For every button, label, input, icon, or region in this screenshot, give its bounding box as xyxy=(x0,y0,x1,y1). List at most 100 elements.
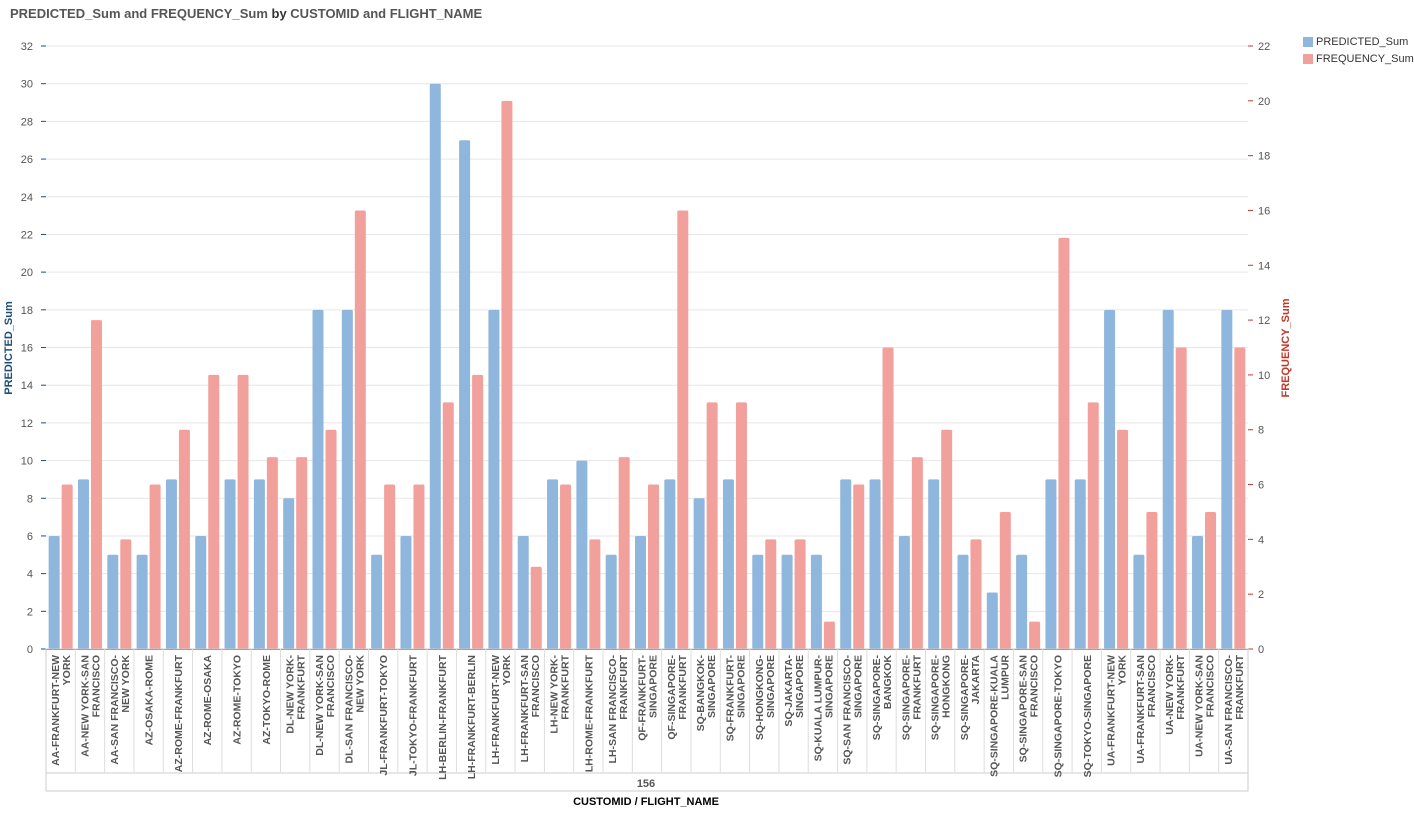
y-tick-left-label: 12 xyxy=(21,418,33,430)
x-tick-label: HONGKONG xyxy=(941,655,953,718)
bar-frequency xyxy=(706,402,718,649)
y-tick-left-label: 30 xyxy=(21,79,33,91)
x-label-frame xyxy=(45,648,1249,792)
x-tick-label: LH-FRANKFURT-BERLIN xyxy=(466,655,478,779)
x-tick-label: SQ-SINGAPORE- xyxy=(959,655,971,741)
x-tick-label: AZ-ROME-TOKYO xyxy=(232,655,244,745)
bar-predicted xyxy=(635,535,646,649)
y-tick-right-label: 6 xyxy=(1258,480,1264,492)
bar-frequency xyxy=(560,484,572,649)
x-tick-label: LH-SAN FRANCISCO- xyxy=(607,655,619,764)
x-tick-label: LH-FRANKFURT-NEW xyxy=(490,655,502,765)
bar-frequency xyxy=(735,402,747,649)
x-tick-label: FRANKFURT xyxy=(1234,654,1246,719)
x-tick-label: SQ-SINGAPORE- xyxy=(930,655,942,741)
y-tick-left-label: 26 xyxy=(21,154,33,166)
x-tick-label: YORK xyxy=(501,655,513,686)
x-tick-label: YORK xyxy=(1117,655,1129,686)
bar-predicted xyxy=(253,479,265,649)
chart-title-dimensions: CUSTOMID and FLIGHT_NAME xyxy=(290,6,483,21)
y-tick-right-label: 18 xyxy=(1258,151,1270,163)
bar-frequency xyxy=(648,484,659,649)
bar-frequency xyxy=(618,457,630,649)
y-tick-left-label: 28 xyxy=(21,116,33,128)
legend-swatch-frequency xyxy=(1303,54,1313,64)
bar-frequency xyxy=(1234,347,1246,649)
x-tick-label: LH-NEW YORK- xyxy=(549,655,561,734)
bar-predicted xyxy=(1104,309,1116,649)
x-tick-label: DL-NEW YORK-SAN xyxy=(314,655,326,756)
x-axis-title: CUSTOMID / FLIGHT_NAME xyxy=(573,796,719,808)
x-tick-label: DL-SAN FRANCISCO- xyxy=(343,655,355,764)
bar-predicted xyxy=(1221,309,1233,649)
bar-frequency xyxy=(208,374,220,649)
bar-predicted xyxy=(283,498,295,649)
x-tick-label: FRANCISCO xyxy=(530,655,542,717)
y-tick-left-label: 14 xyxy=(21,380,33,392)
bar-predicted xyxy=(459,140,471,649)
bar-predicted xyxy=(312,309,324,649)
bar-predicted xyxy=(224,479,236,649)
bar-predicted xyxy=(869,479,881,649)
bar-predicted xyxy=(1162,309,1174,649)
bar-predicted xyxy=(547,479,559,649)
bar-predicted xyxy=(341,309,353,649)
y-tick-left-label: 32 xyxy=(21,41,33,53)
bar-frequency xyxy=(296,457,308,649)
legend-label-frequency: FREQUENCY_Sum xyxy=(1316,53,1414,65)
y-tick-right-label: 2 xyxy=(1258,589,1264,601)
legend-item-predicted[interactable]: PREDICTED_Sum xyxy=(1303,36,1408,48)
y-tick-left-label: 8 xyxy=(27,493,33,505)
x-tick-label: UA-FRANKFURT-SAN xyxy=(1135,655,1147,764)
bar-predicted xyxy=(1192,535,1204,649)
chart-title: PREDICTED_Sum and FREQUENCY_Sum by CUSTO… xyxy=(10,6,482,21)
x-tick-label: AZ-ROME-OSAKA xyxy=(202,655,214,746)
chart-title-measures: PREDICTED_Sum and FREQUENCY_Sum xyxy=(10,6,268,21)
bar-frequency xyxy=(1087,402,1099,649)
x-tick-label: FRANCISCO xyxy=(1146,655,1158,717)
y-tick-right-label: 20 xyxy=(1258,96,1270,108)
group-label: 156 xyxy=(637,778,655,790)
x-tick-label: FRANKFURT xyxy=(296,654,308,719)
y-tick-left-label: 4 xyxy=(27,569,33,581)
bar-frequency xyxy=(765,539,777,649)
bar-predicted xyxy=(840,479,852,649)
bar-predicted xyxy=(722,479,734,649)
bar-predicted xyxy=(693,498,705,649)
x-tick-label: SQ-SAN FRANCISCO- xyxy=(842,655,854,765)
bar-predicted xyxy=(781,554,793,649)
bar-predicted xyxy=(810,554,822,649)
bar-predicted xyxy=(1133,554,1145,649)
x-tick-label: SINGAPORE xyxy=(648,655,660,718)
bar-frequency xyxy=(90,320,102,649)
x-tick-label: SQ-SINGAPORE- xyxy=(900,655,912,741)
bar-frequency xyxy=(677,210,689,650)
x-tick-label: AA-NEW YORK-SAN xyxy=(79,655,91,757)
bar-frequency xyxy=(61,484,73,649)
x-tick-label: UA-NEW YORK-SAN xyxy=(1194,655,1206,757)
x-tick-label: SQ-SINGAPORE-TOKYO xyxy=(1052,655,1064,777)
legend-item-frequency[interactable]: FREQUENCY_Sum xyxy=(1303,53,1414,65)
x-tick-label: FRANKFURT xyxy=(1175,654,1187,719)
y-tick-right-label: 8 xyxy=(1258,425,1264,437)
bar-predicted xyxy=(928,479,940,649)
x-tick-label: FRANCISCO xyxy=(325,655,337,717)
chart-title-by: by xyxy=(271,6,287,21)
bar-frequency xyxy=(589,539,601,649)
x-tick-label: SINGAPORE xyxy=(823,655,835,718)
bar-frequency xyxy=(911,457,923,649)
x-tick-label: FRANCISCO xyxy=(1205,655,1217,717)
bar-frequency xyxy=(530,566,542,649)
legend-swatch-predicted xyxy=(1303,37,1313,47)
bar-frequency xyxy=(1205,511,1217,649)
bar-predicted xyxy=(986,592,998,649)
bar-frequency xyxy=(1175,347,1187,649)
x-tick-label: SQ-TOKYO-SINGAPORE xyxy=(1082,655,1094,777)
legend-label-predicted: PREDICTED_Sum xyxy=(1316,36,1409,48)
x-tick-label: FRANCISCO xyxy=(1029,655,1041,717)
y-tick-right-label: 14 xyxy=(1258,260,1270,272)
y-tick-right-label: 16 xyxy=(1258,205,1270,217)
bar-predicted xyxy=(48,535,60,649)
x-tick-label: NEW YORK xyxy=(354,655,366,713)
